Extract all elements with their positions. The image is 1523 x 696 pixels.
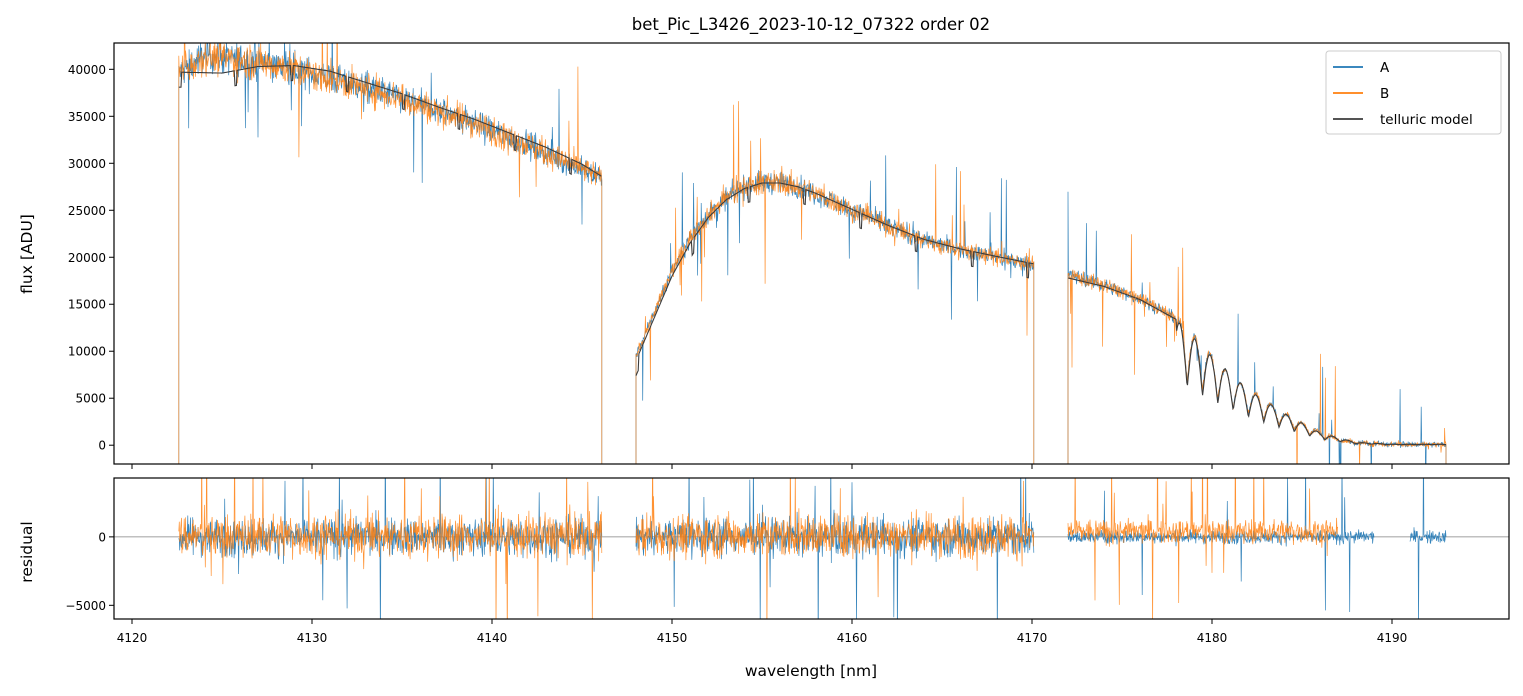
residual-y-axis-label: residual <box>18 521 36 582</box>
flux-y-tick-label: 40000 <box>68 63 106 77</box>
flux-series-group <box>178 43 1447 464</box>
flux-y-ticks: 0 5000 10000 15000 20000 25000 30000 35000 40000 <box>68 63 114 453</box>
telluric-model-line <box>178 64 602 177</box>
flux-x-ticks <box>131 464 1393 469</box>
x-tick-label: 4140 <box>477 631 508 645</box>
series-b-residual-line <box>635 478 1035 619</box>
flux-y-tick-label: 0 <box>98 439 106 453</box>
legend-a-label: A <box>1380 60 1390 76</box>
x-tick-label: 4120 <box>117 631 148 645</box>
flux-y-tick-label: 10000 <box>68 345 106 359</box>
legend-box <box>1325 50 1502 135</box>
x-tick-label: 4130 <box>297 631 328 645</box>
flux-y-axis-label: flux [ADU] <box>18 214 36 294</box>
flux-panel-frame <box>113 42 1510 465</box>
flux-y-tick-label: 25000 <box>68 204 106 218</box>
residual-series-group <box>114 478 1509 619</box>
series-b-residual-line <box>1067 478 1339 619</box>
flux-y-tick-label: 15000 <box>68 298 106 312</box>
x-tick-label: 4170 <box>1017 631 1048 645</box>
residual-y-tick-label: 0 <box>98 530 106 544</box>
x-axis-label: wavelength [nm] <box>745 662 877 680</box>
flux-y-tick-label: 5000 <box>75 392 106 406</box>
residual-y-tick-label: −5000 <box>65 599 106 613</box>
legend: A B telluric model <box>1325 50 1502 135</box>
residual-panel-frame <box>113 477 1510 620</box>
x-tick-label: 4190 <box>1377 631 1408 645</box>
x-tick-label: 4150 <box>657 631 688 645</box>
flux-panel: 0 5000 10000 15000 20000 25000 30000 35000 40000… <box>18 42 1510 469</box>
x-tick-label: 4180 <box>1197 631 1228 645</box>
flux-y-tick-label: 20000 <box>68 251 106 265</box>
flux-y-tick-label: 35000 <box>68 110 106 124</box>
x-tick-label: 4160 <box>837 631 868 645</box>
telluric-model-line <box>635 182 1034 376</box>
series-a-residual-line <box>1409 478 1447 619</box>
legend-b-label: B <box>1380 86 1389 102</box>
legend-telluric-label: telluric model <box>1380 112 1473 128</box>
flux-y-tick-label: 30000 <box>68 157 106 171</box>
chart-title: bet_Pic_L3426_2023-10-12_07322 order 02 <box>632 15 990 35</box>
telluric-model-line <box>1067 277 1447 446</box>
residual-x-ticks: 4120 4130 4140 4150 4160 4170 4180 4190 <box>117 619 1408 645</box>
series-b-residual-line <box>178 478 603 619</box>
residual-y-ticks: −5000 0 <box>65 530 114 613</box>
